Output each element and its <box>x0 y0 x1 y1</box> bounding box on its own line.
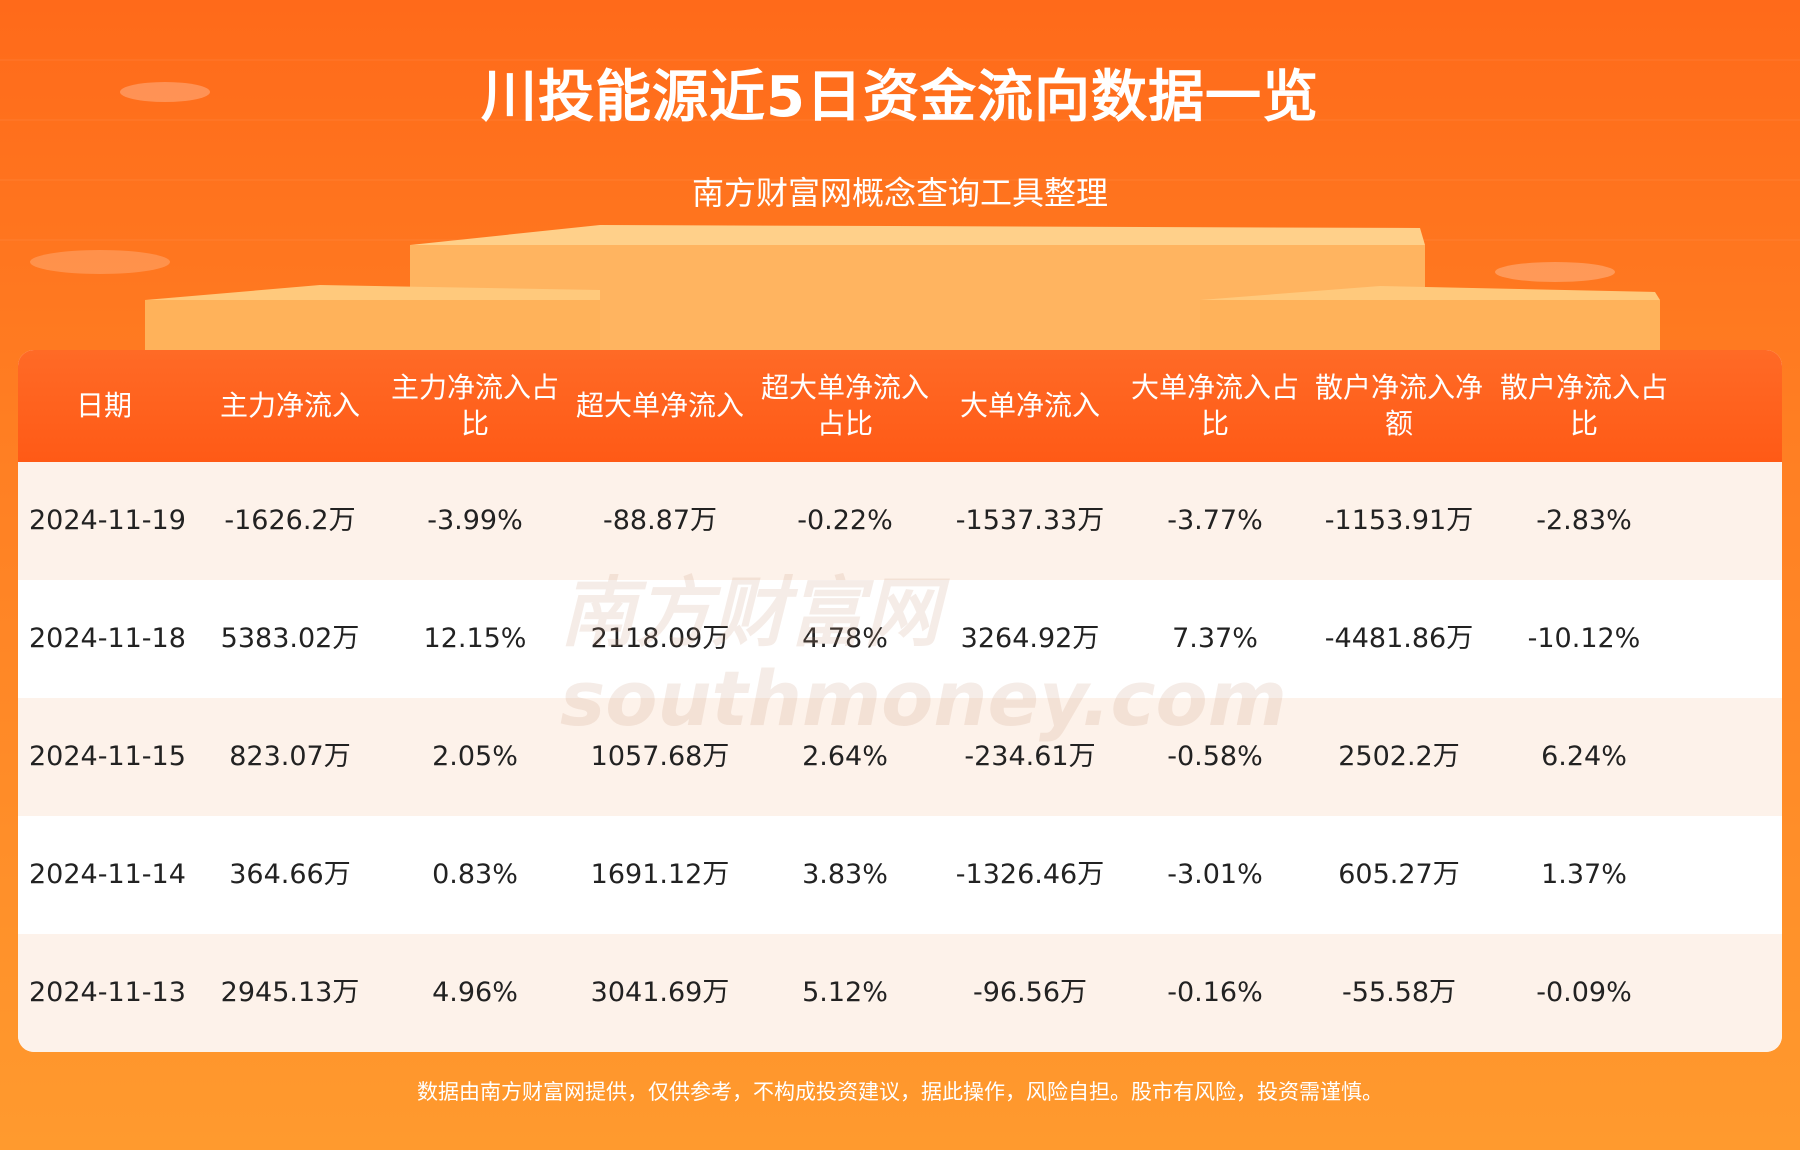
table-cell: 12.15% <box>423 623 527 654</box>
table-cell: 2024-11-13 <box>29 977 186 1008</box>
table-cell: -96.56万 <box>972 977 1088 1008</box>
column-header: 大单净流入占比 <box>1130 371 1299 440</box>
table-cell: 2024-11-14 <box>29 859 186 890</box>
table-row: 2024-11-18 5383.02万 12.15% 2118.09万 4.78% 326… <box>18 580 1782 698</box>
subtitle: 南方财富网概念查询工具整理 <box>691 174 1108 212</box>
table-cell: 2024-11-19 <box>29 505 186 536</box>
column-header: 主力净流入 <box>219 389 360 422</box>
table-cell: 2945.13万 <box>220 977 360 1008</box>
table-cell: 3.83% <box>802 859 888 890</box>
table-cell: 2024-11-15 <box>29 741 186 772</box>
table-cell: 364.66万 <box>229 859 351 890</box>
column-header: 超大单净流入 <box>575 389 744 422</box>
table-cell: 3264.92万 <box>960 623 1100 654</box>
column-header: 散户净流入净额 <box>1314 371 1483 440</box>
table-cell: -3.77% <box>1167 505 1263 536</box>
table-cell: 1691.12万 <box>590 859 730 890</box>
table-row: 2024-11-19 -1626.2万 -3.99% -88.87万 -0.22% -15… <box>18 462 1782 580</box>
table-cell: -1326.46万 <box>955 859 1105 890</box>
table-row: 2024-11-13 2945.13万 4.96% 3041.69万 5.12% -96.… <box>18 934 1782 1052</box>
table-cell: -55.58万 <box>1341 977 1457 1008</box>
table-header: 日期 主力净流入 主力净流入占比 超大单净流入 超大单净流入占比 大单净流入 大单净流入占比… <box>18 350 1782 462</box>
title: 川投能源近5日资金流向数据一览 <box>481 65 1319 130</box>
column-header: 日期 <box>76 389 133 422</box>
table-cell: 5.12% <box>802 977 888 1008</box>
table-cell: 2502.2万 <box>1338 741 1460 772</box>
table-cell: 2.05% <box>432 741 518 772</box>
table-cell: -1153.91万 <box>1324 505 1474 536</box>
table-cell: 1.37% <box>1541 859 1627 890</box>
table-row: 2024-11-14 364.66万 0.83% 1691.12万 3.83% -1326… <box>18 816 1782 934</box>
column-header: 主力净流入占比 <box>390 371 559 440</box>
table-cell: 6.24% <box>1541 741 1627 772</box>
column-header: 大单净流入 <box>959 389 1100 422</box>
table-cell: -0.58% <box>1167 741 1263 772</box>
table-cell: 1057.68万 <box>590 741 730 772</box>
table-cell: -3.99% <box>427 505 523 536</box>
table-cell: 4.96% <box>432 977 518 1008</box>
table-cell: 4.78% <box>802 623 888 654</box>
table-cell: -88.87万 <box>602 505 718 536</box>
table-cell: -1537.33万 <box>955 505 1105 536</box>
table-cell: 5383.02万 <box>220 623 360 654</box>
table-cell: 0.83% <box>432 859 518 890</box>
column-header: 超大单净流入占比 <box>760 371 929 440</box>
table-cell: 605.27万 <box>1338 859 1460 890</box>
table-cell: -0.09% <box>1536 977 1632 1008</box>
table-cell: 2024-11-18 <box>29 623 186 654</box>
table-cell: -4481.86万 <box>1324 623 1474 654</box>
table-cell: -2.83% <box>1536 505 1632 536</box>
table-cell: 2118.09万 <box>590 623 730 654</box>
table-cell: -1626.2万 <box>224 505 356 536</box>
table: 日期 主力净流入 主力净流入占比 超大单净流入 超大单净流入占比 大单净流入 大单净流入占比… <box>18 350 1782 1052</box>
column-header: 散户净流入占比 <box>1499 371 1668 440</box>
table-cell: -10.12% <box>1527 623 1641 654</box>
disclaimer: 数据由南方财富网提供，仅供参考，不构成投资建议，据此操作，风险自担。股市有风险，… <box>417 1080 1383 1104</box>
table-cell: -0.16% <box>1167 977 1263 1008</box>
table-cell: 2.64% <box>802 741 888 772</box>
table-cell: 823.07万 <box>229 741 351 772</box>
table-cell: -234.61万 <box>964 741 1096 772</box>
table-cell: -0.22% <box>797 505 893 536</box>
table-cell: -3.01% <box>1167 859 1263 890</box>
table-row: 2024-11-15 823.07万 2.05% 1057.68万 2.64% -234.… <box>18 698 1782 816</box>
background-decoration <box>0 59 1800 350</box>
table-cell: 7.37% <box>1172 623 1258 654</box>
table-cell: 3041.69万 <box>590 977 730 1008</box>
